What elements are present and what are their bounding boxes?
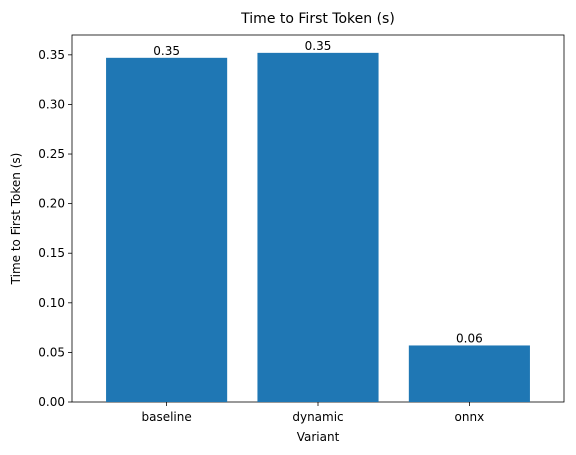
y-tick-label: 0.00 — [38, 395, 65, 409]
data-label-baseline: 0.35 — [153, 44, 180, 58]
bar-onnx — [408, 345, 530, 402]
y-tick-label: 0.35 — [38, 48, 65, 62]
x-tick-label-onnx: onnx — [455, 410, 485, 424]
data-label-dynamic: 0.35 — [305, 39, 332, 53]
bars — [106, 52, 530, 403]
y-tick-label: 0.15 — [38, 246, 65, 260]
y-tick-label: 0.20 — [38, 197, 65, 211]
data-label-onnx: 0.06 — [456, 331, 483, 345]
y-tick-label: 0.30 — [38, 97, 65, 111]
y-axis-label: Time to First Token (s) — [9, 153, 23, 286]
x-axis: baseline dynamic onnx — [141, 402, 484, 424]
x-tick-label-baseline: baseline — [141, 410, 191, 424]
y-tick-label: 0.25 — [38, 147, 65, 161]
data-labels: 0.35 0.35 0.06 — [153, 39, 482, 346]
chart-title: Time to First Token (s) — [240, 11, 395, 27]
y-tick-label: 0.05 — [38, 345, 65, 359]
y-tick-label: 0.10 — [38, 296, 65, 310]
x-axis-label: Variant — [297, 430, 340, 444]
y-axis: 0.00 0.05 0.10 0.15 0.20 0.25 0.30 0.35 — [38, 48, 72, 409]
x-tick-label-dynamic: dynamic — [292, 410, 343, 424]
bar-baseline — [106, 57, 228, 403]
bar-dynamic — [257, 52, 379, 402]
